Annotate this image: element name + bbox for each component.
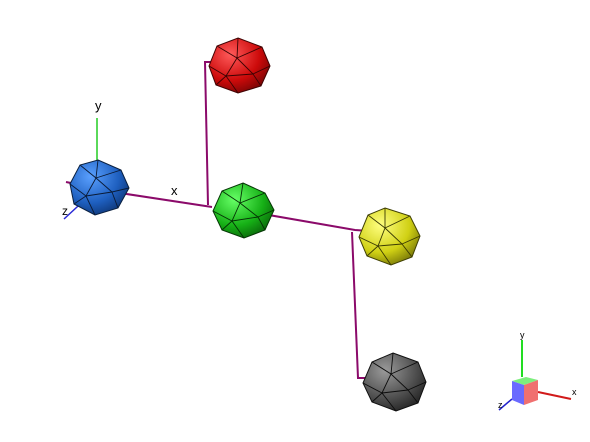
node-green-icosahedron[interactable] (212, 182, 275, 239)
orientation-widget[interactable]: y x z (498, 330, 577, 411)
z-axis-label: z (62, 204, 68, 218)
widget-cube-left (512, 381, 524, 405)
node-yellow-icosahedron[interactable] (358, 207, 421, 266)
node-gray-icosahedron[interactable] (362, 352, 427, 412)
y-axis-label: y (95, 98, 102, 113)
widget-x-axis (537, 391, 572, 400)
widget-x-label: x (572, 387, 577, 397)
widget-cube-right (524, 380, 538, 405)
widget-cube-top (512, 377, 538, 385)
x-axis-label: x (171, 183, 178, 198)
node-red-icosahedron[interactable] (208, 37, 271, 94)
link-green-red (203, 61, 216, 206)
widget-y-label: y (520, 330, 525, 340)
widget-z-label: z (498, 400, 503, 410)
node-blue-icosahedron[interactable] (69, 159, 130, 216)
widget-z-axis (498, 398, 513, 411)
